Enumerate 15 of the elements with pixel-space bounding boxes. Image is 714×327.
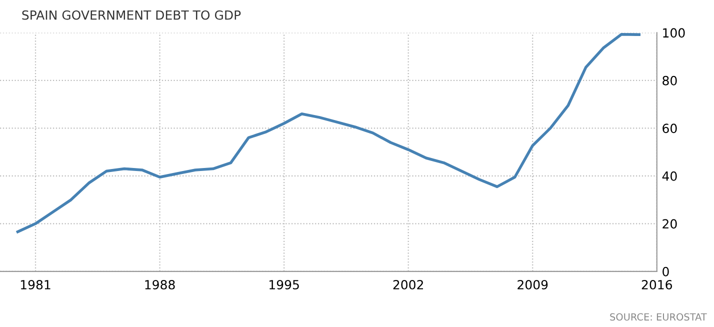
y-tick-label: 40 [662,171,677,181]
y-tick-label: 20 [662,219,677,229]
x-tick-label: 1988 [145,280,175,290]
x-tick-label: 1981 [20,280,50,290]
y-tick-label: 60 [662,124,677,134]
y-tick-label: 100 [663,28,685,38]
source-note: SOURCE: EUROSTAT [610,313,707,321]
line-series [16,32,641,234]
chart-title: SPAIN GOVERNMENT DEBT TO GDP [22,10,241,20]
y-tick-label: 80 [662,76,677,86]
x-tick-label: 2016 [642,280,672,290]
x-tick-label: 2009 [518,280,548,290]
y-tick-label: 0 [662,266,669,276]
x-tick-label: 2002 [393,280,423,290]
x-tick-label: 1995 [270,280,299,290]
